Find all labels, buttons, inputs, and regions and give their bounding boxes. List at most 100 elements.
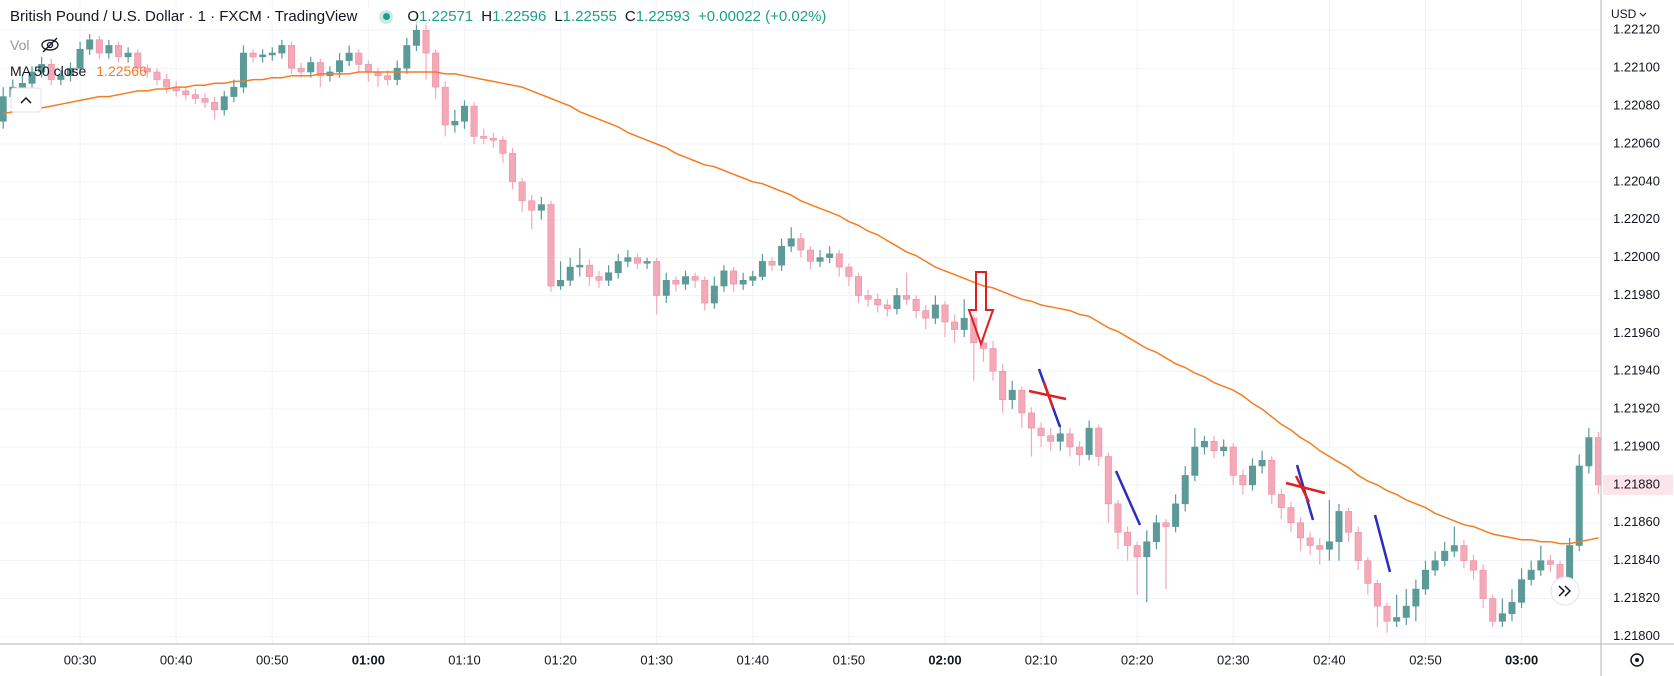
candle-body <box>211 101 219 111</box>
candle-body <box>960 317 968 330</box>
x-tick-label: 01:20 <box>544 652 577 667</box>
candle-body <box>528 200 536 211</box>
collapse-button[interactable] <box>10 87 42 113</box>
candle-body <box>124 52 132 58</box>
candle-body <box>806 249 814 262</box>
candle-body <box>979 342 987 349</box>
y-tick-label: 1.22000 <box>1613 249 1660 264</box>
candle-body <box>1316 545 1324 550</box>
candle-body <box>1200 441 1208 448</box>
candle-body <box>787 238 795 247</box>
scroll-button[interactable] <box>1550 576 1580 606</box>
candle-body <box>1104 456 1112 505</box>
candle-body <box>153 71 161 80</box>
candle-body <box>595 276 603 281</box>
x-tick-label: 03:00 <box>1505 652 1538 667</box>
header: British Pound / U.S. Dollar · 1 · FXCM ·… <box>10 8 827 25</box>
x-tick-label: 00:30 <box>64 652 97 667</box>
candle-body <box>336 60 344 73</box>
candle-body <box>1191 446 1199 476</box>
candle-body <box>1229 446 1237 476</box>
cross-mark <box>1285 481 1326 495</box>
candle-body <box>1402 605 1410 618</box>
ma-line <box>3 71 1599 545</box>
x-tick-label: 01:00 <box>352 652 385 667</box>
candle-body <box>1249 465 1257 486</box>
candle-body <box>874 298 882 306</box>
cross-mark <box>1042 381 1055 409</box>
candle-body <box>1335 511 1343 543</box>
quote-letter: O <box>407 8 420 25</box>
candle-body <box>1258 459 1266 467</box>
volume-label[interactable]: Vol <box>10 37 30 53</box>
candle-body <box>1018 389 1026 414</box>
candle-body <box>1152 522 1160 543</box>
candle-body <box>1076 446 1084 455</box>
candle-body <box>1162 522 1170 527</box>
candle-body <box>1172 503 1180 527</box>
candle-body <box>682 276 690 285</box>
candle-body <box>518 181 526 202</box>
candle-body <box>1546 560 1554 565</box>
candle-body <box>951 321 959 330</box>
candle-body <box>1383 605 1391 622</box>
candle-body <box>1306 537 1314 546</box>
candle-body <box>1008 389 1016 400</box>
trend-stroke <box>1373 514 1392 573</box>
candle-body <box>259 54 267 58</box>
candle-body <box>672 280 680 285</box>
candle-body <box>86 39 94 50</box>
candle-body <box>701 280 709 304</box>
y-tick-label: 1.21920 <box>1613 401 1660 416</box>
symbol-title[interactable]: British Pound / U.S. Dollar · 1 · FXCM ·… <box>10 8 358 25</box>
plot <box>0 11 1602 633</box>
quote-letter: L <box>554 8 563 25</box>
gear-icon <box>1630 653 1644 667</box>
candle-body <box>1575 465 1583 546</box>
candle-body <box>624 257 632 262</box>
quote-value: 1.22596 <box>492 8 547 25</box>
volume-legend: Vol <box>10 36 61 54</box>
candle-body <box>1441 550 1449 561</box>
candle-body <box>730 270 738 285</box>
candle-body <box>557 280 565 287</box>
x-tick-label: 01:40 <box>737 652 770 667</box>
candle-body <box>1037 427 1045 436</box>
candle-body <box>105 45 113 54</box>
candle-body <box>143 67 151 73</box>
candle-body <box>1537 560 1545 571</box>
ma-legend: MA 50 close 1.22566 <box>10 63 147 79</box>
candle-body <box>835 253 843 268</box>
candle-body <box>1393 617 1401 622</box>
quote-item: L1.22555 <box>554 8 617 25</box>
ma-name[interactable]: MA 50 close <box>10 63 87 79</box>
quote-item: H1.22596 <box>481 8 546 25</box>
candle-body <box>893 295 901 310</box>
axes: 1.21800 1.21820 1.21840 1.21860 1.21880 1.219… <box>64 22 1673 667</box>
candle-body <box>758 261 766 277</box>
settings-button[interactable] <box>1630 653 1644 667</box>
candle-body <box>364 64 372 73</box>
quote-value: 1.22593 <box>635 8 690 25</box>
candle-body <box>451 120 459 126</box>
x-tick-label: 02:50 <box>1409 652 1442 667</box>
candle-body <box>1210 441 1218 452</box>
candle-body <box>460 105 468 122</box>
candle-body <box>316 62 324 77</box>
candle-body <box>999 370 1007 400</box>
candle-body <box>1239 475 1247 486</box>
hidden-icon[interactable] <box>39 36 61 54</box>
quotes: O1.22571 H1.22596 L1.22555 C1.22593 <box>407 8 698 25</box>
candle-body <box>691 276 699 281</box>
quote-letter: C <box>624 8 636 25</box>
candle-body <box>605 272 613 281</box>
currency[interactable]: USD <box>1611 7 1637 21</box>
candle-body <box>287 45 295 69</box>
candle-body <box>1431 560 1439 571</box>
candle-body <box>1143 541 1151 558</box>
candle-body <box>1518 579 1526 603</box>
candle-body <box>931 304 939 319</box>
